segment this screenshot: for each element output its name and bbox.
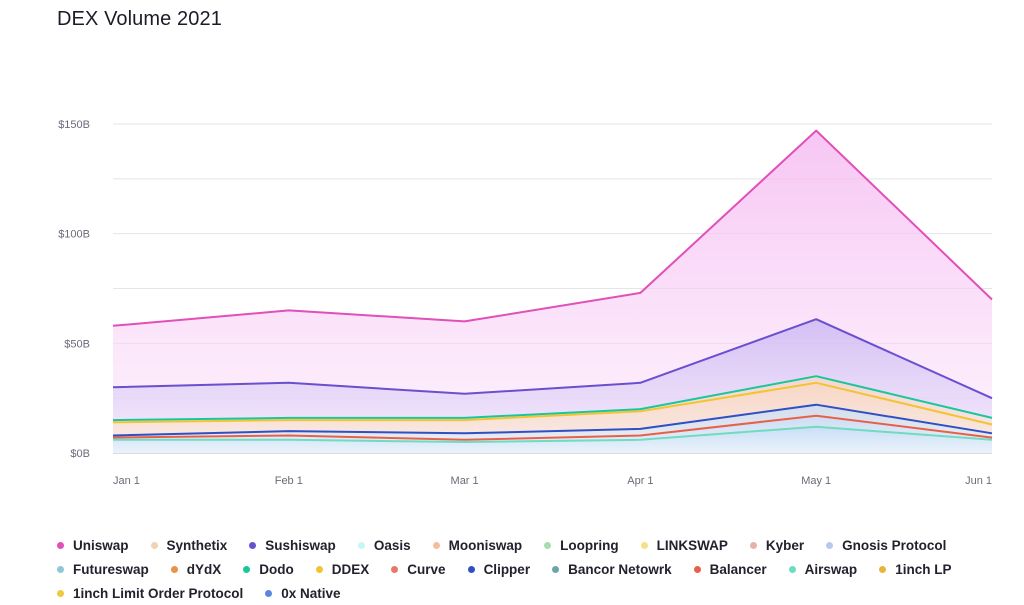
legend-item-sushiswap[interactable]: Sushiswap <box>249 536 336 554</box>
line-balancer <box>112 414 993 441</box>
legend-label: dYdX <box>186 561 222 577</box>
legend-label: Gnosis Protocol <box>842 537 947 553</box>
legend-label: Futureswap <box>73 561 149 577</box>
legend-item-ddex[interactable]: DDEX <box>315 560 370 578</box>
legend-item-dodo[interactable]: Dodo <box>243 560 294 578</box>
legend-dot-icon <box>315 565 323 573</box>
legend-dot-icon <box>57 589 64 597</box>
legend-label: Mooniswap <box>448 537 523 553</box>
y-tick-label: $100B <box>58 229 90 241</box>
legend-item-linkswap[interactable]: LINKSWAP <box>640 536 728 554</box>
legend-label: DDEX <box>331 561 370 577</box>
legend-dot-icon <box>788 565 796 573</box>
legend-item-mooniswap[interactable]: Mooniswap <box>432 536 523 554</box>
line-dodo <box>112 375 993 422</box>
legend-item-futureswap[interactable]: Futureswap <box>57 560 149 578</box>
legend-label: Bancor Netowrk <box>568 561 672 577</box>
area-airswap <box>113 426 992 453</box>
legend-label: 0x Native <box>281 585 341 601</box>
legend-item-1inch-lp[interactable]: 1inch LP <box>879 560 951 578</box>
legend-label: Oasis <box>373 537 411 553</box>
legend-label: Loopring <box>560 537 619 553</box>
legend-item-clipper[interactable]: Clipper <box>467 560 531 578</box>
legend-dot-icon <box>879 565 887 573</box>
legend-dot-icon <box>150 541 158 549</box>
legend-label: Uniswap <box>73 537 129 553</box>
legend-dot-icon <box>693 565 701 573</box>
legend-dot-icon <box>640 541 648 549</box>
legend-dot-icon <box>249 541 257 549</box>
legend-dot-icon <box>467 565 475 573</box>
x-tick-label: Jun 1 <box>965 475 992 487</box>
legend-label: Dodo <box>259 561 294 577</box>
legend-dot-icon <box>826 541 834 549</box>
x-tick-label: May 1 <box>801 475 831 487</box>
x-tick-label: Jan 1 <box>113 475 140 487</box>
legend-label: 1inch Limit Order Protocol <box>73 585 244 601</box>
legend-label: Curve <box>407 561 446 577</box>
legend-item-1inch-limit-order-protocol[interactable]: 1inch Limit Order Protocol <box>57 584 243 602</box>
legend-label: Airswap <box>804 561 858 577</box>
legend-dot-icon <box>552 565 560 573</box>
legend-dot-icon <box>391 565 399 573</box>
legend-item-oasis[interactable]: Oasis <box>357 536 411 554</box>
legend-item-airswap[interactable]: Airswap <box>788 560 858 578</box>
legend-label: Clipper <box>483 561 531 577</box>
legend-dot-icon <box>357 541 365 549</box>
legend-item-0x-native[interactable]: 0x Native <box>265 584 341 602</box>
chart-title: DEX Volume 2021 <box>57 8 222 30</box>
legend-item-dydx[interactable]: dYdX <box>170 560 222 578</box>
legend-item-uniswap[interactable]: Uniswap <box>57 536 129 554</box>
legend-label: 1inch LP <box>895 561 952 577</box>
legend-item-synthetix[interactable]: Synthetix <box>150 536 228 554</box>
x-tick-label: Apr 1 <box>627 475 653 487</box>
legend-dot-icon <box>243 565 251 573</box>
legend-label: LINKSWAP <box>656 537 728 553</box>
x-tick-label: Mar 1 <box>451 475 479 487</box>
legend-item-loopring[interactable]: Loopring <box>544 536 619 554</box>
legend-item-curve[interactable]: Curve <box>391 560 446 578</box>
y-tick-label: $0B <box>70 448 90 460</box>
legend-label: Balancer <box>709 561 767 577</box>
legend-dot-icon <box>749 541 757 549</box>
line-sushiswap <box>112 318 993 400</box>
y-tick-label: $50B <box>64 338 90 350</box>
legend-item-bancor-netowrk[interactable]: Bancor Netowrk <box>552 560 672 578</box>
legend-label: Synthetix <box>166 537 228 553</box>
legend-item-gnosis-protocol[interactable]: Gnosis Protocol <box>826 536 946 554</box>
x-tick-label: Feb 1 <box>275 475 303 487</box>
legend-dot-icon <box>170 565 178 573</box>
legend-item-kyber[interactable]: Kyber <box>749 536 805 554</box>
line-ddex <box>112 381 993 426</box>
line-clipper <box>112 403 993 437</box>
legend-dot-icon <box>265 589 273 597</box>
legend-dot-icon <box>432 541 440 549</box>
legend-label: Kyber <box>765 537 805 553</box>
legend-dot-icon <box>57 541 64 549</box>
legend-label: Sushiswap <box>265 537 336 553</box>
y-tick-label: $150B <box>58 119 90 131</box>
legend-dot-icon <box>544 541 552 549</box>
line-uniswap <box>112 129 993 327</box>
legend-dot-icon <box>57 565 64 573</box>
area-chart: $0B $50B $100B $150B Jan 1 Feb 1 Mar 1 Apr 1 Ma… <box>58 119 993 487</box>
legend-item-balancer[interactable]: Balancer <box>693 560 767 578</box>
legend: Uniswap Synthetix Sushiswap Oasis Mooniswap L… <box>57 536 1017 602</box>
line-airswap <box>113 425 993 443</box>
